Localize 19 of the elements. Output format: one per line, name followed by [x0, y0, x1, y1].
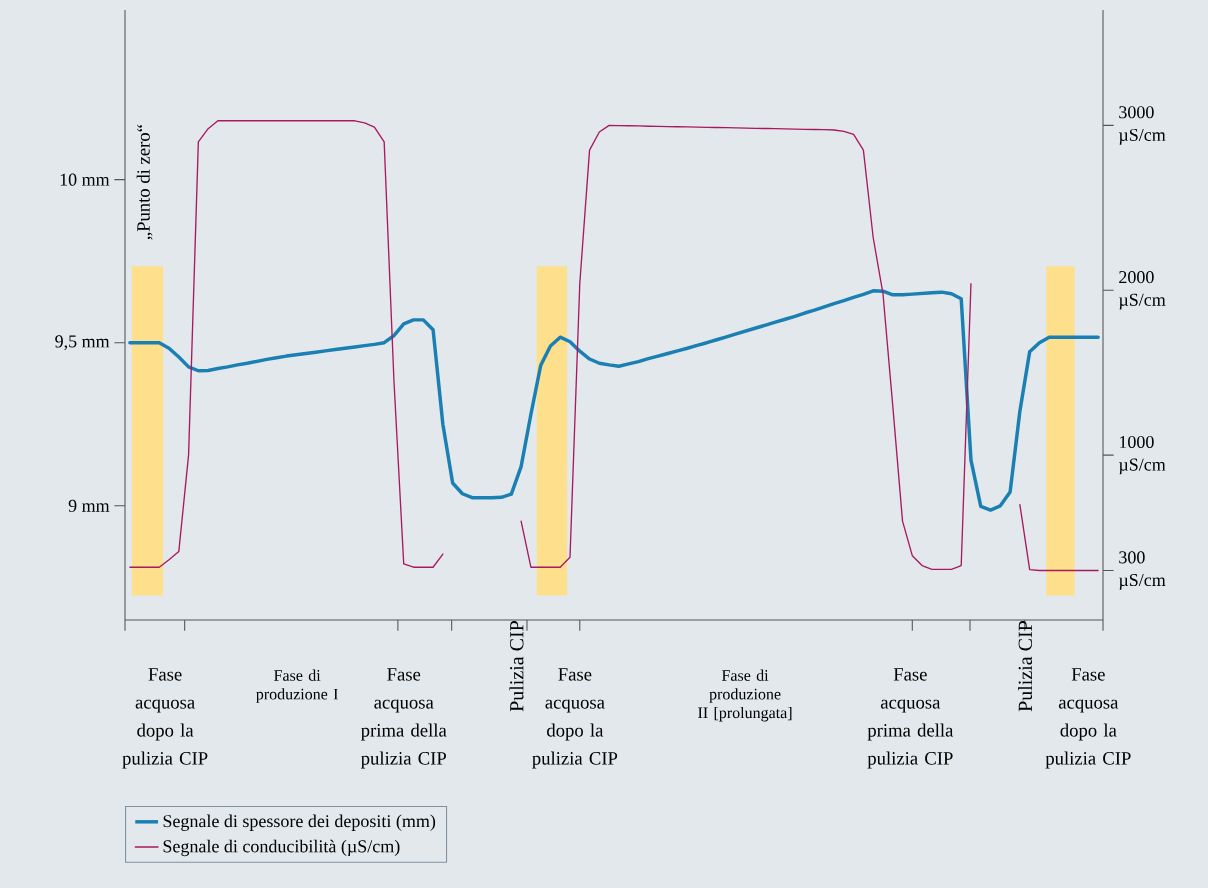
y2-tick-label: 1000 µS/cm	[1118, 435, 1166, 475]
y-tick-label: 9,5 mm	[55, 335, 110, 351]
text: Fase acquosa dopo la pulizia CIP	[1045, 668, 1131, 769]
text: Fase acquosa prima della pulizia CIP	[361, 668, 447, 769]
text: Pulizia CIP	[509, 621, 524, 712]
text: Fase di produzione I	[256, 669, 338, 703]
text: Fase acquosa dopo la pulizia CIP	[532, 668, 618, 769]
text: Fase di produzione II [prolungata]	[698, 669, 792, 722]
text: Fase acquosa dopo la pulizia CIP	[122, 668, 208, 769]
legend-label: Segnale di spessore dei depositi (mm)	[163, 814, 436, 831]
legend-label: Segnale di conducibilità (µS/cm)	[163, 839, 400, 857]
y2-tick-label: 3000 µS/cm	[1118, 106, 1166, 145]
y2-tick-label: 300 µS/cm	[1118, 551, 1166, 590]
text: Fase acquosa prima della pulizia CIP	[867, 668, 954, 769]
y-tick-label: 9 mm	[68, 499, 110, 512]
annotation: „Punto di zero“	[136, 124, 153, 240]
y2-tick-label: 2000 µS/cm	[1118, 271, 1166, 310]
text: Pulizia CIP	[1018, 621, 1033, 712]
y-tick-label: 10 mm	[60, 173, 110, 186]
